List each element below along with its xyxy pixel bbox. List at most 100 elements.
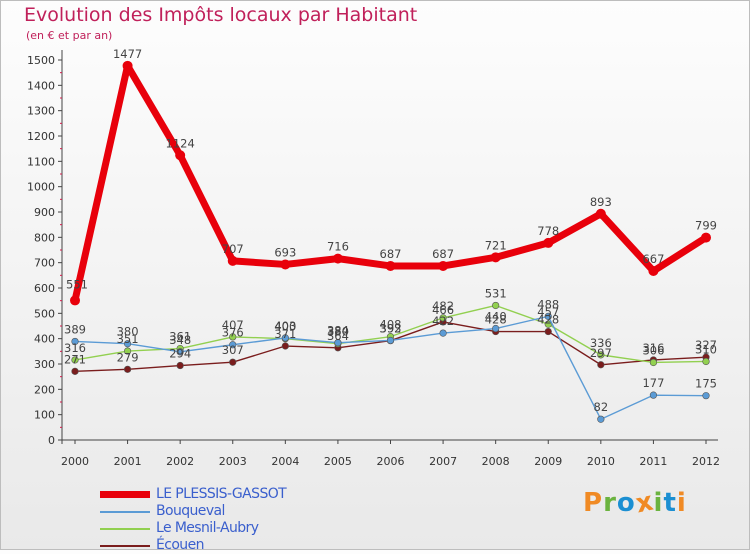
y-tick-label: 300 — [34, 358, 55, 371]
data-point — [332, 253, 343, 264]
data-label: 384 — [327, 324, 349, 338]
logo-letter: i — [676, 488, 687, 518]
data-label: 488 — [537, 297, 559, 311]
data-label: 778 — [537, 224, 559, 238]
data-point — [123, 340, 132, 348]
x-tick-label: 2008 — [482, 455, 510, 468]
data-point — [492, 324, 500, 333]
x-tick-label: 2007 — [429, 455, 457, 468]
x-tick-label: 2010 — [587, 455, 615, 468]
data-point — [702, 392, 710, 400]
data-label: 403 — [274, 319, 296, 333]
data-label: 316 — [642, 341, 664, 355]
data-label: 279 — [117, 350, 139, 364]
data-point — [438, 260, 449, 271]
data-point — [386, 336, 395, 345]
data-point — [439, 314, 447, 322]
y-tick-label: 600 — [34, 282, 55, 295]
data-label: 482 — [432, 299, 454, 313]
data-label: 361 — [169, 330, 191, 344]
data-label: 531 — [485, 286, 507, 300]
data-point — [70, 295, 80, 306]
x-tick-label: 2004 — [271, 455, 299, 468]
logo-letter: r — [603, 488, 617, 518]
data-point — [281, 342, 289, 350]
x-tick-label: 2011 — [639, 455, 667, 468]
data-point — [334, 339, 342, 347]
x-tick-label: 2006 — [377, 455, 405, 468]
legend-item: Bouqueval — [100, 503, 286, 520]
legend-item: Écouen — [100, 537, 286, 554]
legend-swatch — [100, 544, 150, 547]
data-label: 327 — [695, 338, 717, 352]
data-label: 893 — [590, 195, 612, 209]
x-tick-label: 2003 — [219, 455, 247, 468]
data-label: 408 — [380, 318, 402, 332]
logo-letter: t — [663, 488, 677, 518]
data-label: 707 — [222, 242, 244, 256]
data-label: 380 — [117, 325, 139, 339]
legend-item: Le Mesnil-Aubry — [100, 520, 286, 537]
data-point — [648, 266, 659, 277]
data-point — [597, 415, 605, 423]
y-tick-label: 700 — [34, 257, 55, 270]
y-tick-label: 800 — [34, 231, 55, 244]
data-label: 693 — [274, 245, 296, 259]
logo-letter: o — [616, 488, 636, 518]
data-label: 297 — [590, 346, 612, 360]
data-label: 721 — [485, 238, 507, 252]
data-point — [385, 260, 396, 271]
proxiti-logo: Proxiti — [583, 486, 687, 519]
data-point — [227, 255, 238, 266]
data-point — [71, 356, 79, 364]
data-point — [597, 351, 605, 359]
data-label: 440 — [485, 310, 507, 324]
data-label: 376 — [222, 326, 244, 340]
data-label: 307 — [222, 343, 244, 357]
legend-swatch — [100, 491, 150, 498]
data-label: 799 — [695, 219, 717, 233]
data-point — [176, 348, 184, 356]
data-point — [649, 358, 658, 367]
data-point — [71, 337, 79, 346]
data-label: 389 — [64, 322, 86, 336]
data-label: 177 — [642, 376, 664, 390]
data-label: 393 — [380, 321, 402, 335]
y-tick-label: 1100 — [27, 155, 55, 168]
data-point — [544, 312, 552, 320]
data-label: 175 — [695, 377, 717, 391]
logo-letter: P — [583, 488, 604, 518]
y-tick-label: 1500 — [27, 54, 55, 67]
data-label: 351 — [117, 332, 139, 346]
data-label: 457 — [537, 305, 559, 319]
data-point — [229, 341, 237, 349]
data-point — [595, 208, 606, 219]
legend-label: Le Mesnil-Aubry — [156, 520, 259, 536]
data-label: 466 — [432, 303, 454, 317]
data-point — [649, 391, 658, 399]
data-point — [543, 237, 554, 248]
data-point — [439, 329, 447, 337]
chart-title: Evolution des Impôts locaux par Habitant — [24, 4, 418, 26]
legend-label: LE PLESSIS-GASSOT — [156, 486, 287, 502]
data-label: 428 — [485, 313, 507, 327]
legend-label: Bouqueval — [156, 503, 225, 519]
legend-swatch — [100, 510, 150, 513]
y-tick-label: 1200 — [27, 130, 55, 143]
x-tick-label: 2009 — [534, 455, 562, 468]
data-point — [229, 333, 237, 341]
x-tick-label: 2000 — [61, 455, 89, 468]
data-label: 294 — [169, 347, 191, 361]
x-tick-label: 2001 — [114, 455, 142, 468]
data-label: 551 — [66, 277, 88, 291]
data-point — [702, 357, 710, 366]
data-point — [123, 365, 132, 373]
data-point — [123, 347, 132, 355]
data-label: 336 — [590, 336, 612, 350]
data-label: 364 — [327, 329, 349, 343]
data-label: 1124 — [166, 136, 195, 150]
y-tick-label: 100 — [34, 409, 55, 422]
data-point — [544, 327, 552, 336]
data-point — [122, 60, 133, 71]
